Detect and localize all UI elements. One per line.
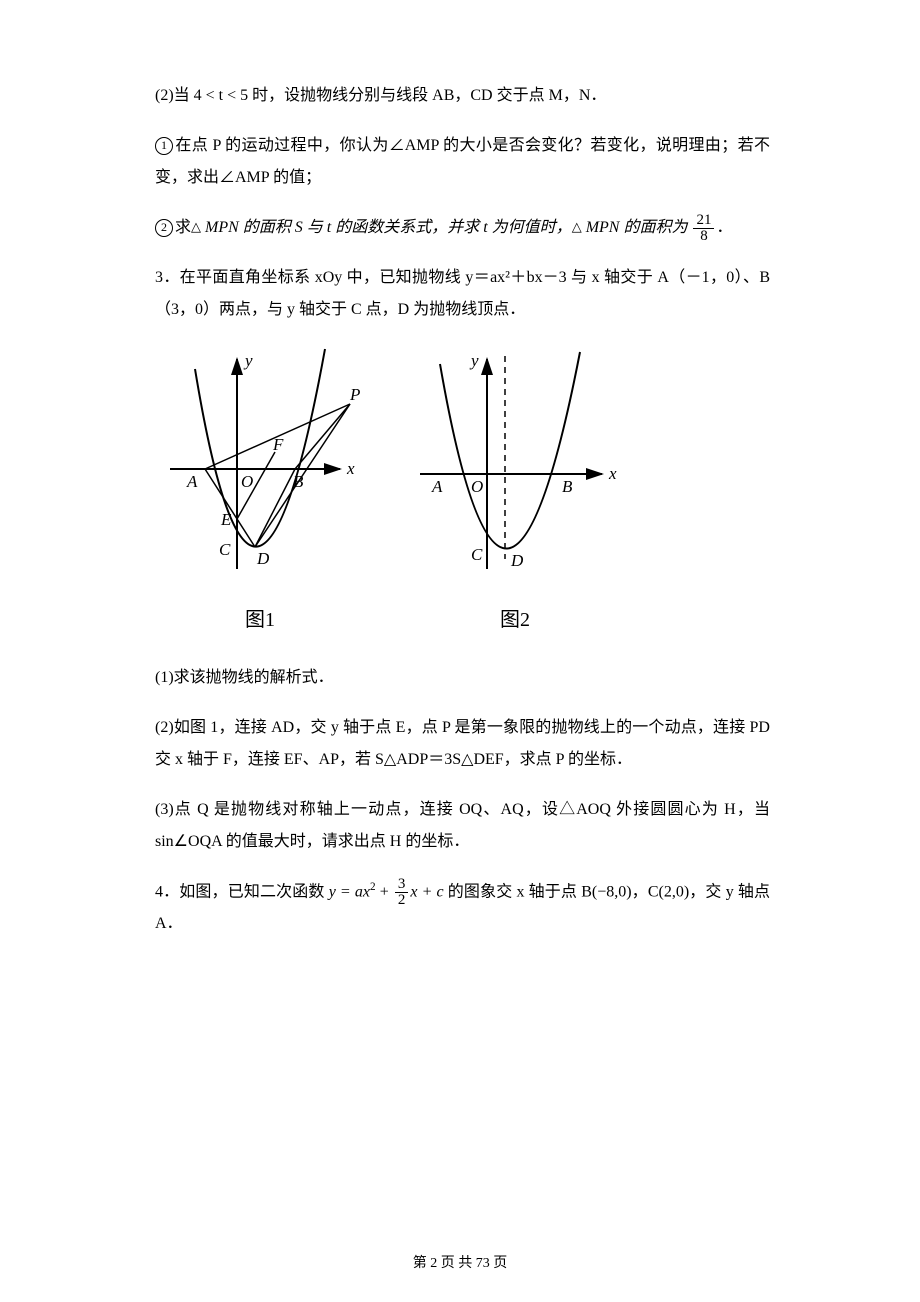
paragraph-q2: (2)当 4 < t < 5 时，设抛物线分别与线段 AB，CD 交于点 M，N… xyxy=(155,80,770,112)
svg-text:D: D xyxy=(256,549,270,568)
frac-num: 21 xyxy=(693,213,714,229)
figure-2-block: x y A O B C D 图2 xyxy=(405,344,625,632)
svg-text:O: O xyxy=(241,472,253,491)
figure-2-caption: 图2 xyxy=(500,603,530,632)
paragraph-q3: 3．在平面直角坐标系 xOy 中，已知抛物线 y＝ax²＋bx－3 与 x 轴交… xyxy=(155,262,770,326)
svg-text:A: A xyxy=(186,472,198,491)
svg-text:B: B xyxy=(562,477,573,496)
svg-text:E: E xyxy=(220,510,232,529)
figure-2-svg: x y A O B C D xyxy=(405,344,625,599)
svg-text:F: F xyxy=(272,435,284,454)
paragraph-q3-3: (3)点 Q 是抛物线对称轴上一动点，连接 OQ、AQ，设△AOQ 外接圆圆心为… xyxy=(155,794,770,858)
paragraph-q3-1: (1)求该抛物线的解析式． xyxy=(155,662,770,694)
svg-text:D: D xyxy=(510,551,524,570)
svg-text:C: C xyxy=(471,545,483,564)
paragraph-q2-2: 2求△ MPN 的面积 S 与 t 的函数关系式，并求 t 为何值时，△ MPN… xyxy=(155,212,770,244)
paragraph-q4: 4．如图，已知二次函数 y = ax2 + 32x + c 的图象交 x 轴于点… xyxy=(155,876,770,940)
circled-two: 2 xyxy=(155,219,173,237)
frac-den: 8 xyxy=(693,229,714,244)
triangle-icon: △ xyxy=(572,219,582,234)
text-q2-2d: ． xyxy=(716,219,732,236)
eq4-y: y = ax xyxy=(329,883,370,900)
paragraph-q3-2: (2)如图 1，连接 AD，交 y 轴于点 E，点 P 是第一象限的抛物线上的一… xyxy=(155,712,770,776)
figures-row: x y A O B C D E F P 图1 x y A O B C D 图2 xyxy=(155,344,770,632)
triangle-icon: △ xyxy=(191,219,201,234)
svg-text:A: A xyxy=(431,477,443,496)
frac-den: 2 xyxy=(395,893,409,908)
frac-num: 3 xyxy=(395,877,409,893)
paragraph-q2-1: 1在点 P 的运动过程中，你认为∠AMP 的大小是否会变化？若变化，说明理由；若… xyxy=(155,130,770,194)
circled-one: 1 xyxy=(155,137,173,155)
page-footer: 第 2 页 共 73 页 xyxy=(0,1252,920,1272)
eq4-plus: + xyxy=(376,883,393,900)
text-q2-2a: 求 xyxy=(175,219,191,236)
text-q2-2c: MPN 的面积为 xyxy=(582,219,688,236)
svg-text:x: x xyxy=(346,459,355,478)
figure-1-block: x y A O B C D E F P 图1 xyxy=(155,344,365,632)
svg-text:B: B xyxy=(293,472,304,491)
text-q2-1: 在点 P 的运动过程中，你认为∠AMP 的大小是否会变化？若变化，说明理由；若不… xyxy=(155,137,770,186)
svg-text:y: y xyxy=(469,351,479,370)
svg-text:C: C xyxy=(219,540,231,559)
svg-text:x: x xyxy=(608,464,617,483)
svg-text:O: O xyxy=(471,477,483,496)
text-q2-2b: MPN 的面积 S 与 t 的函数关系式，并求 t 为何值时， xyxy=(201,219,572,236)
text-q4a: 4．如图，已知二次函数 xyxy=(155,883,329,900)
figure-1-svg: x y A O B C D E F P xyxy=(155,344,365,599)
fraction-21-8: 218 xyxy=(693,213,714,244)
eq4-rest: x + c xyxy=(410,883,443,900)
figure-1-caption: 图1 xyxy=(245,603,275,632)
svg-text:y: y xyxy=(243,351,253,370)
fraction-3-2: 32 xyxy=(395,877,409,908)
svg-text:P: P xyxy=(349,385,360,404)
